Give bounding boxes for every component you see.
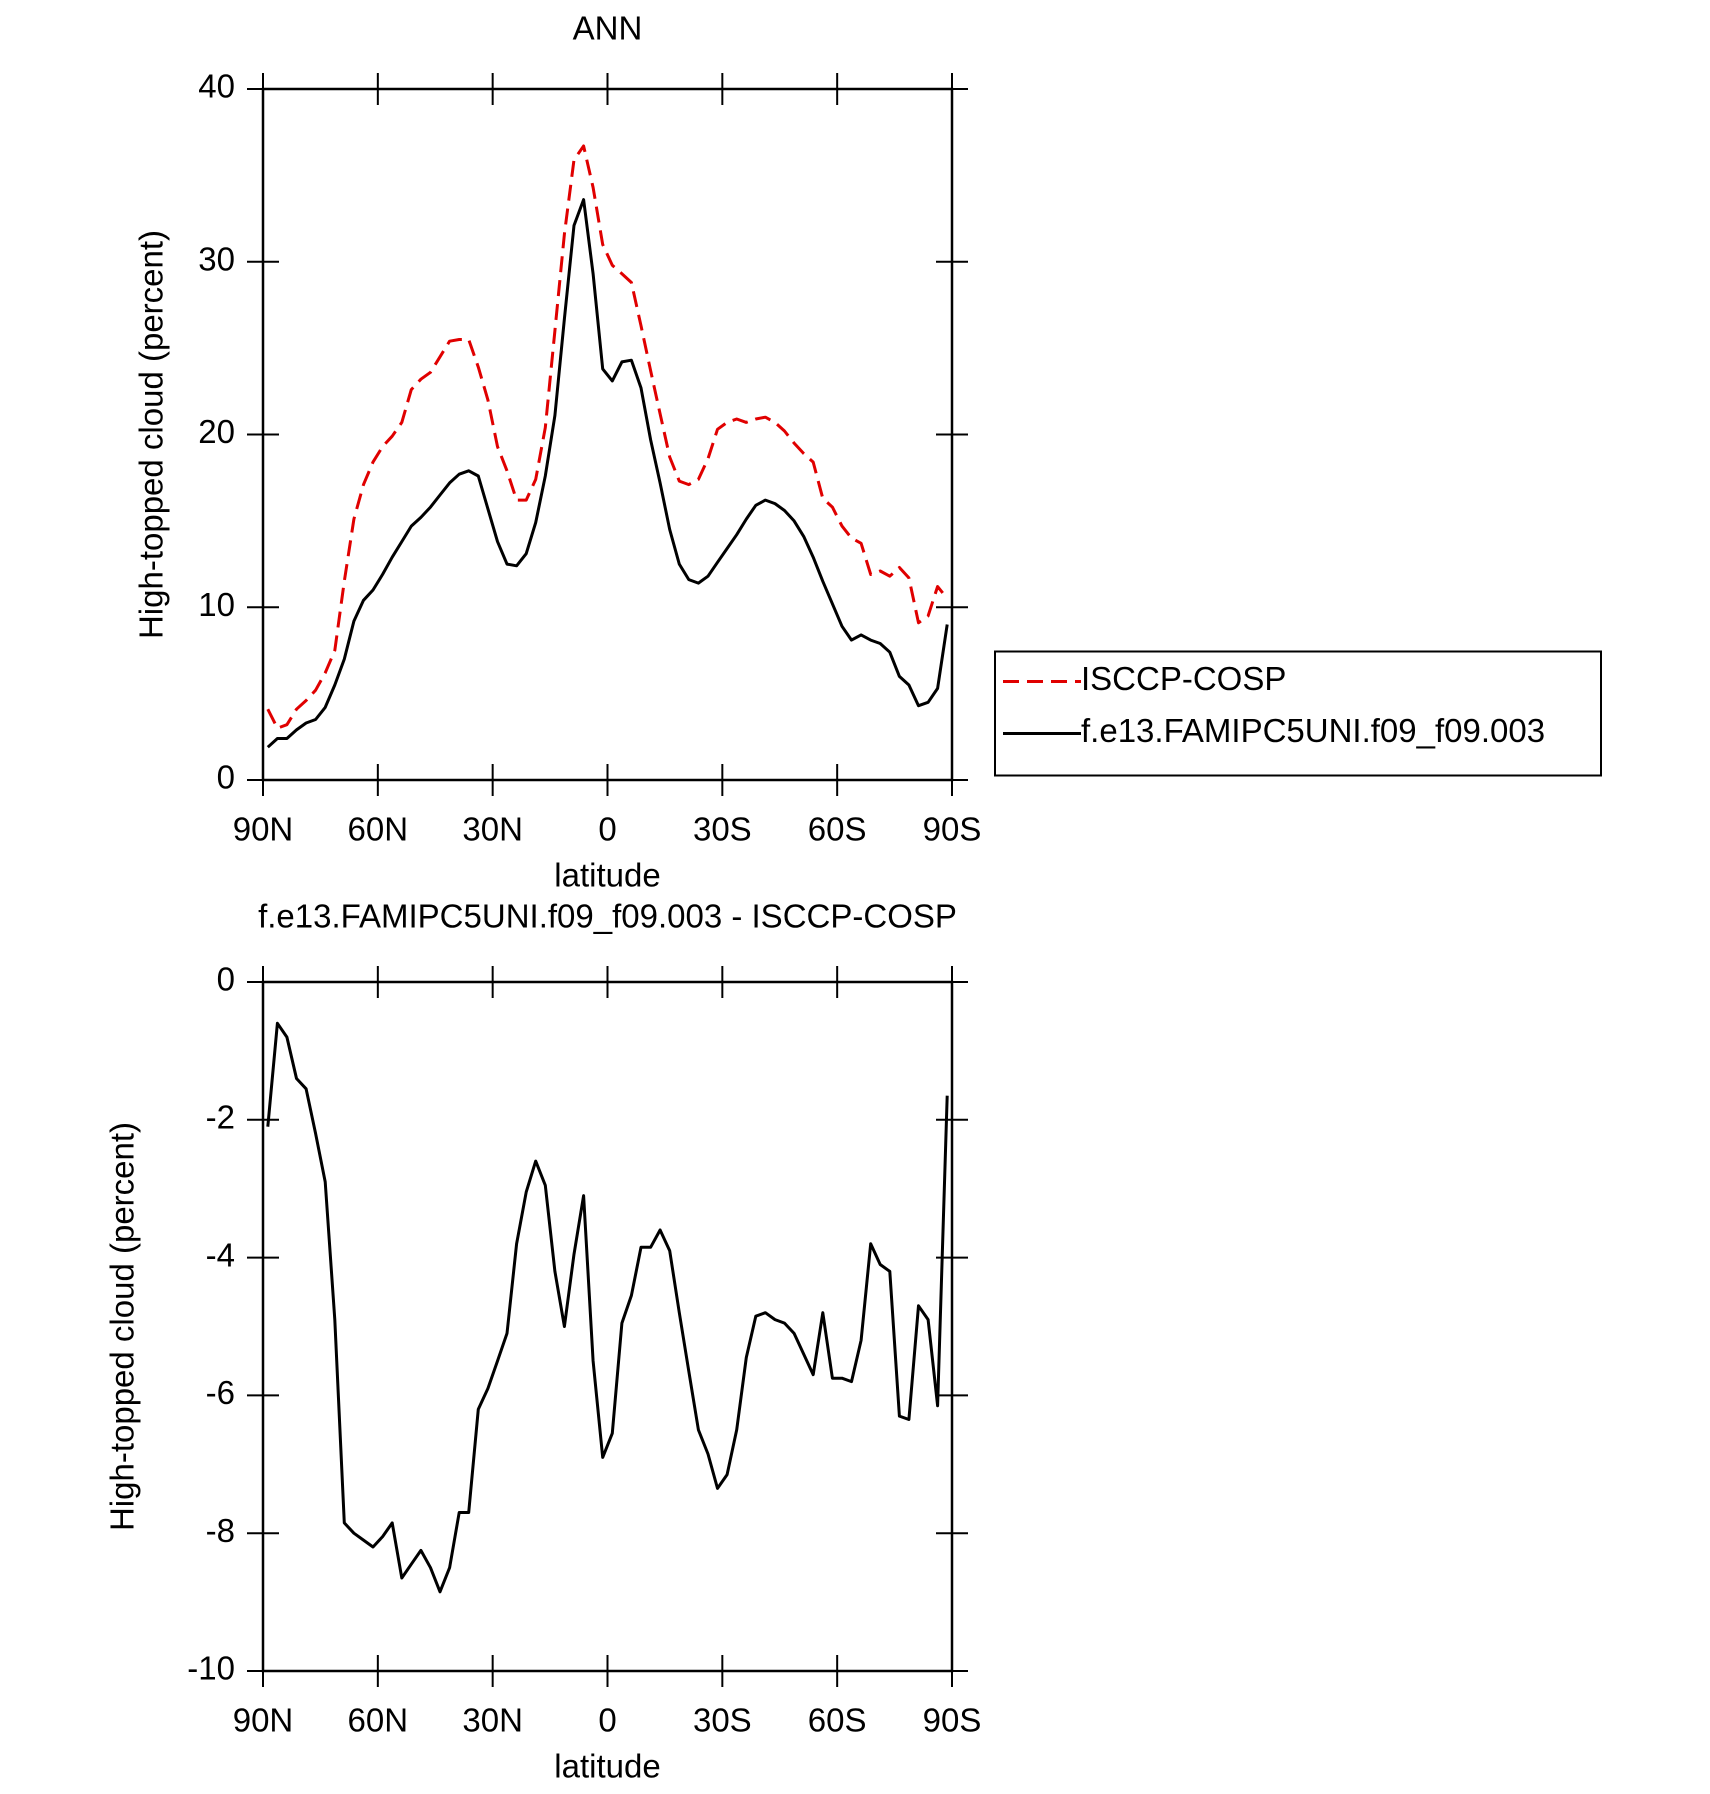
y-tick-label: 40 (198, 68, 235, 105)
y-tick-label: 0 (217, 759, 235, 796)
y-tick-label: 10 (198, 586, 235, 623)
x-tick-label: 60N (348, 1702, 409, 1739)
x-axis-label: latitude (554, 857, 660, 894)
y-tick-label: -6 (206, 1374, 235, 1411)
x-tick-label: 90S (923, 1702, 982, 1739)
y-axis-label: High-topped cloud (percent) (133, 230, 170, 639)
x-tick-label: 90N (233, 1702, 294, 1739)
y-tick-label: 20 (198, 413, 235, 450)
y-tick-label: -10 (187, 1650, 235, 1687)
plot-frame (261, 87, 954, 782)
legend-label: f.e13.FAMIPC5UNI.f09_f09.003 (1081, 712, 1545, 749)
y-tick-label: 0 (217, 961, 235, 998)
data-line (266, 144, 949, 730)
x-tick-label: 60S (808, 1702, 867, 1739)
data-line (266, 198, 949, 749)
x-tick-label: 0 (598, 1702, 616, 1739)
data-line (266, 1021, 949, 1594)
plot-frame (261, 980, 954, 1673)
legend-box (994, 650, 1602, 777)
y-tick-label: -8 (206, 1512, 235, 1549)
y-tick-label: 30 (198, 240, 235, 277)
x-tick-label: 30N (462, 1702, 523, 1739)
x-tick-label: 30S (693, 811, 752, 848)
x-tick-label: 0 (598, 811, 616, 848)
x-tick-label: 30S (693, 1702, 752, 1739)
chart-title: ANN (573, 10, 643, 47)
y-tick-label: -2 (206, 1099, 235, 1136)
legend-label: ISCCP-COSP (1081, 660, 1286, 697)
x-tick-label: 60N (348, 811, 409, 848)
x-tick-label: 60S (808, 811, 867, 848)
chart-title: f.e13.FAMIPC5UNI.f09_f09.003 - ISCCP-COS… (258, 898, 957, 935)
y-axis-label: High-topped cloud (percent) (104, 1122, 141, 1531)
x-tick-label: 90N (233, 811, 294, 848)
x-tick-label: 90S (923, 811, 982, 848)
x-tick-label: 30N (462, 811, 523, 848)
x-axis-label: latitude (554, 1748, 660, 1785)
y-tick-label: -4 (206, 1236, 235, 1273)
